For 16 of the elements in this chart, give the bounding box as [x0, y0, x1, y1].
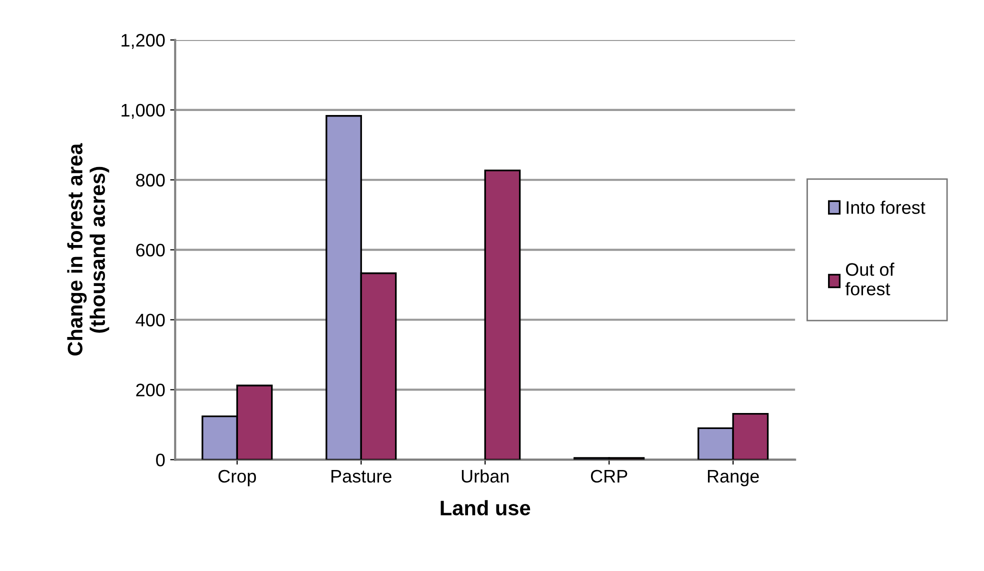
y-axis-title: Change in forest area (thousand acres) [67, 143, 110, 356]
y-tick-label: 600 [136, 244, 165, 257]
x-axis-title: Land use [440, 500, 530, 516]
y-tick-label: 200 [136, 384, 165, 396]
y-tick-label: 1,000 [122, 104, 165, 119]
y-tick-label: 800 [136, 174, 165, 187]
legend-label: Into forest [846, 200, 926, 214]
x-tick-label: Crop [218, 470, 256, 486]
x-tick-label: Urban [462, 469, 509, 483]
y-tick-label: 0 [156, 454, 165, 466]
legend-label: Out of forest [845, 262, 894, 296]
x-tick-label: CRP [590, 470, 628, 483]
y-tick-label: 400 [136, 314, 165, 326]
x-tick-label: Range [708, 470, 759, 486]
y-tick-label: 1,200 [122, 34, 165, 49]
x-tick-label: Pasture [332, 470, 392, 483]
